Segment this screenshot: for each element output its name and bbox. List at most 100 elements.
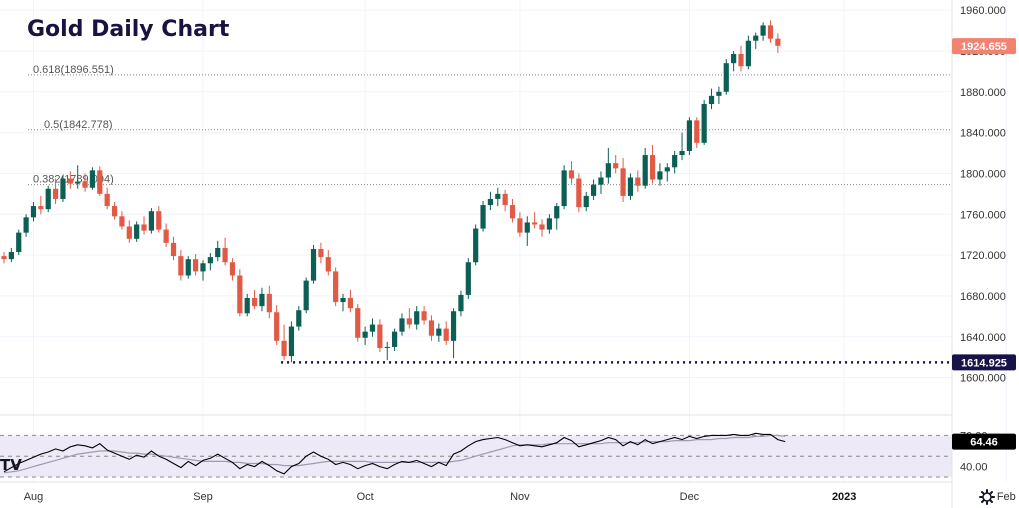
candle-body-35 — [259, 293, 265, 307]
candle-32 — [237, 269, 243, 317]
candle-body-16 — [119, 216, 125, 227]
candle-body-26 — [193, 259, 199, 272]
candle-105 — [775, 33, 781, 53]
candle-17 — [126, 220, 132, 243]
candle-body-41 — [303, 280, 309, 311]
candle-body-102 — [753, 35, 759, 41]
candle-28 — [207, 253, 213, 271]
candle-75 — [554, 203, 560, 230]
candle-body-14 — [104, 193, 110, 207]
candle-49 — [362, 326, 368, 345]
candle-64 — [473, 224, 479, 266]
candle-body-13 — [97, 170, 103, 194]
candle-body-96 — [708, 95, 715, 105]
candle-1 — [8, 247, 14, 263]
candle-34 — [251, 289, 258, 310]
chart-title: Gold Daily Chart — [27, 17, 230, 42]
candle-body-39 — [288, 326, 295, 357]
candle-body-75 — [554, 206, 560, 219]
candle-body-2 — [16, 232, 22, 253]
candle-67 — [495, 187, 501, 207]
candle-101 — [745, 35, 751, 70]
candle-33 — [244, 293, 250, 317]
candle-18 — [134, 221, 140, 242]
candle-body-97 — [716, 91, 722, 96]
candle-63 — [465, 258, 471, 299]
candle-61 — [450, 308, 457, 359]
candle-98 — [723, 59, 729, 95]
candle-104 — [767, 20, 774, 43]
candle-7 — [52, 178, 59, 205]
candle-45 — [333, 267, 339, 307]
tradingview-logo-mark: TV — [0, 456, 22, 474]
rsi-line — [3, 432, 786, 475]
time-label-5: 2023 — [832, 491, 856, 503]
candle-2 — [16, 229, 22, 256]
candle-body-93 — [686, 120, 693, 151]
candle-body-94 — [694, 120, 700, 143]
candle-39 — [288, 321, 295, 363]
candle-72 — [532, 212, 538, 229]
candle-body-66 — [487, 198, 494, 206]
candle-16 — [119, 211, 125, 230]
candle-88 — [649, 144, 656, 184]
candle-body-36 — [266, 293, 272, 313]
time-axis: Aug Sep Oct Nov Dec 2023 Feb — [24, 491, 1016, 503]
candle-80 — [591, 179, 597, 200]
time-label-2: Oct — [357, 491, 374, 503]
candle-body-38 — [281, 340, 287, 357]
candle-body-95 — [701, 104, 707, 143]
candle-35 — [259, 287, 265, 312]
candle-97 — [716, 86, 722, 105]
candle-53 — [392, 328, 398, 352]
candle-body-42 — [310, 248, 317, 281]
candle-body-46 — [340, 297, 346, 303]
candle-body-65 — [480, 205, 486, 229]
candle-body-50 — [369, 324, 376, 332]
candle-96 — [708, 88, 715, 110]
price-tick-9: 1600.000 — [960, 373, 1006, 385]
candle-body-80 — [591, 184, 597, 196]
candle-15 — [111, 202, 118, 220]
candle-6 — [45, 185, 51, 213]
candle-body-10 — [75, 181, 81, 184]
candle-body-15 — [111, 206, 118, 217]
time-label-1: Sep — [193, 491, 213, 503]
candle-69 — [509, 198, 516, 223]
rsi-tick-1: 40.00 — [960, 462, 988, 474]
candle-body-99 — [731, 53, 737, 64]
candle-11 — [82, 173, 88, 192]
candle-body-62 — [458, 294, 464, 312]
time-label-6: Feb — [997, 491, 1016, 503]
candle-30 — [222, 237, 228, 266]
candle-47 — [347, 289, 353, 313]
candle-body-55 — [406, 318, 412, 325]
candle-4 — [30, 202, 37, 222]
candle-78 — [576, 173, 582, 213]
candle-body-23 — [170, 242, 177, 257]
candle-body-19 — [141, 224, 147, 231]
candle-body-47 — [347, 297, 353, 309]
candle-55 — [406, 308, 412, 329]
rsi-moving-average-line — [3, 434, 786, 474]
candle-body-37 — [274, 312, 280, 341]
candle-body-84 — [620, 168, 626, 196]
candle-99 — [731, 50, 737, 72]
candle-38 — [281, 324, 287, 361]
candle-body-32 — [237, 275, 243, 314]
candle-31 — [229, 258, 236, 281]
candle-body-92 — [679, 150, 685, 156]
candle-body-87 — [642, 155, 648, 186]
candle-68 — [502, 189, 508, 212]
candle-51 — [377, 319, 383, 353]
candle-body-11 — [82, 181, 88, 188]
candle-body-0 — [1, 256, 7, 260]
candle-81 — [598, 171, 604, 194]
candle-10 — [75, 165, 81, 189]
tradingview-logo: TV — [0, 456, 22, 474]
candle-9 — [67, 171, 73, 189]
price-tick-3: 1840.000 — [960, 128, 1006, 140]
gear-icon[interactable] — [979, 489, 995, 505]
candle-44 — [325, 249, 331, 276]
